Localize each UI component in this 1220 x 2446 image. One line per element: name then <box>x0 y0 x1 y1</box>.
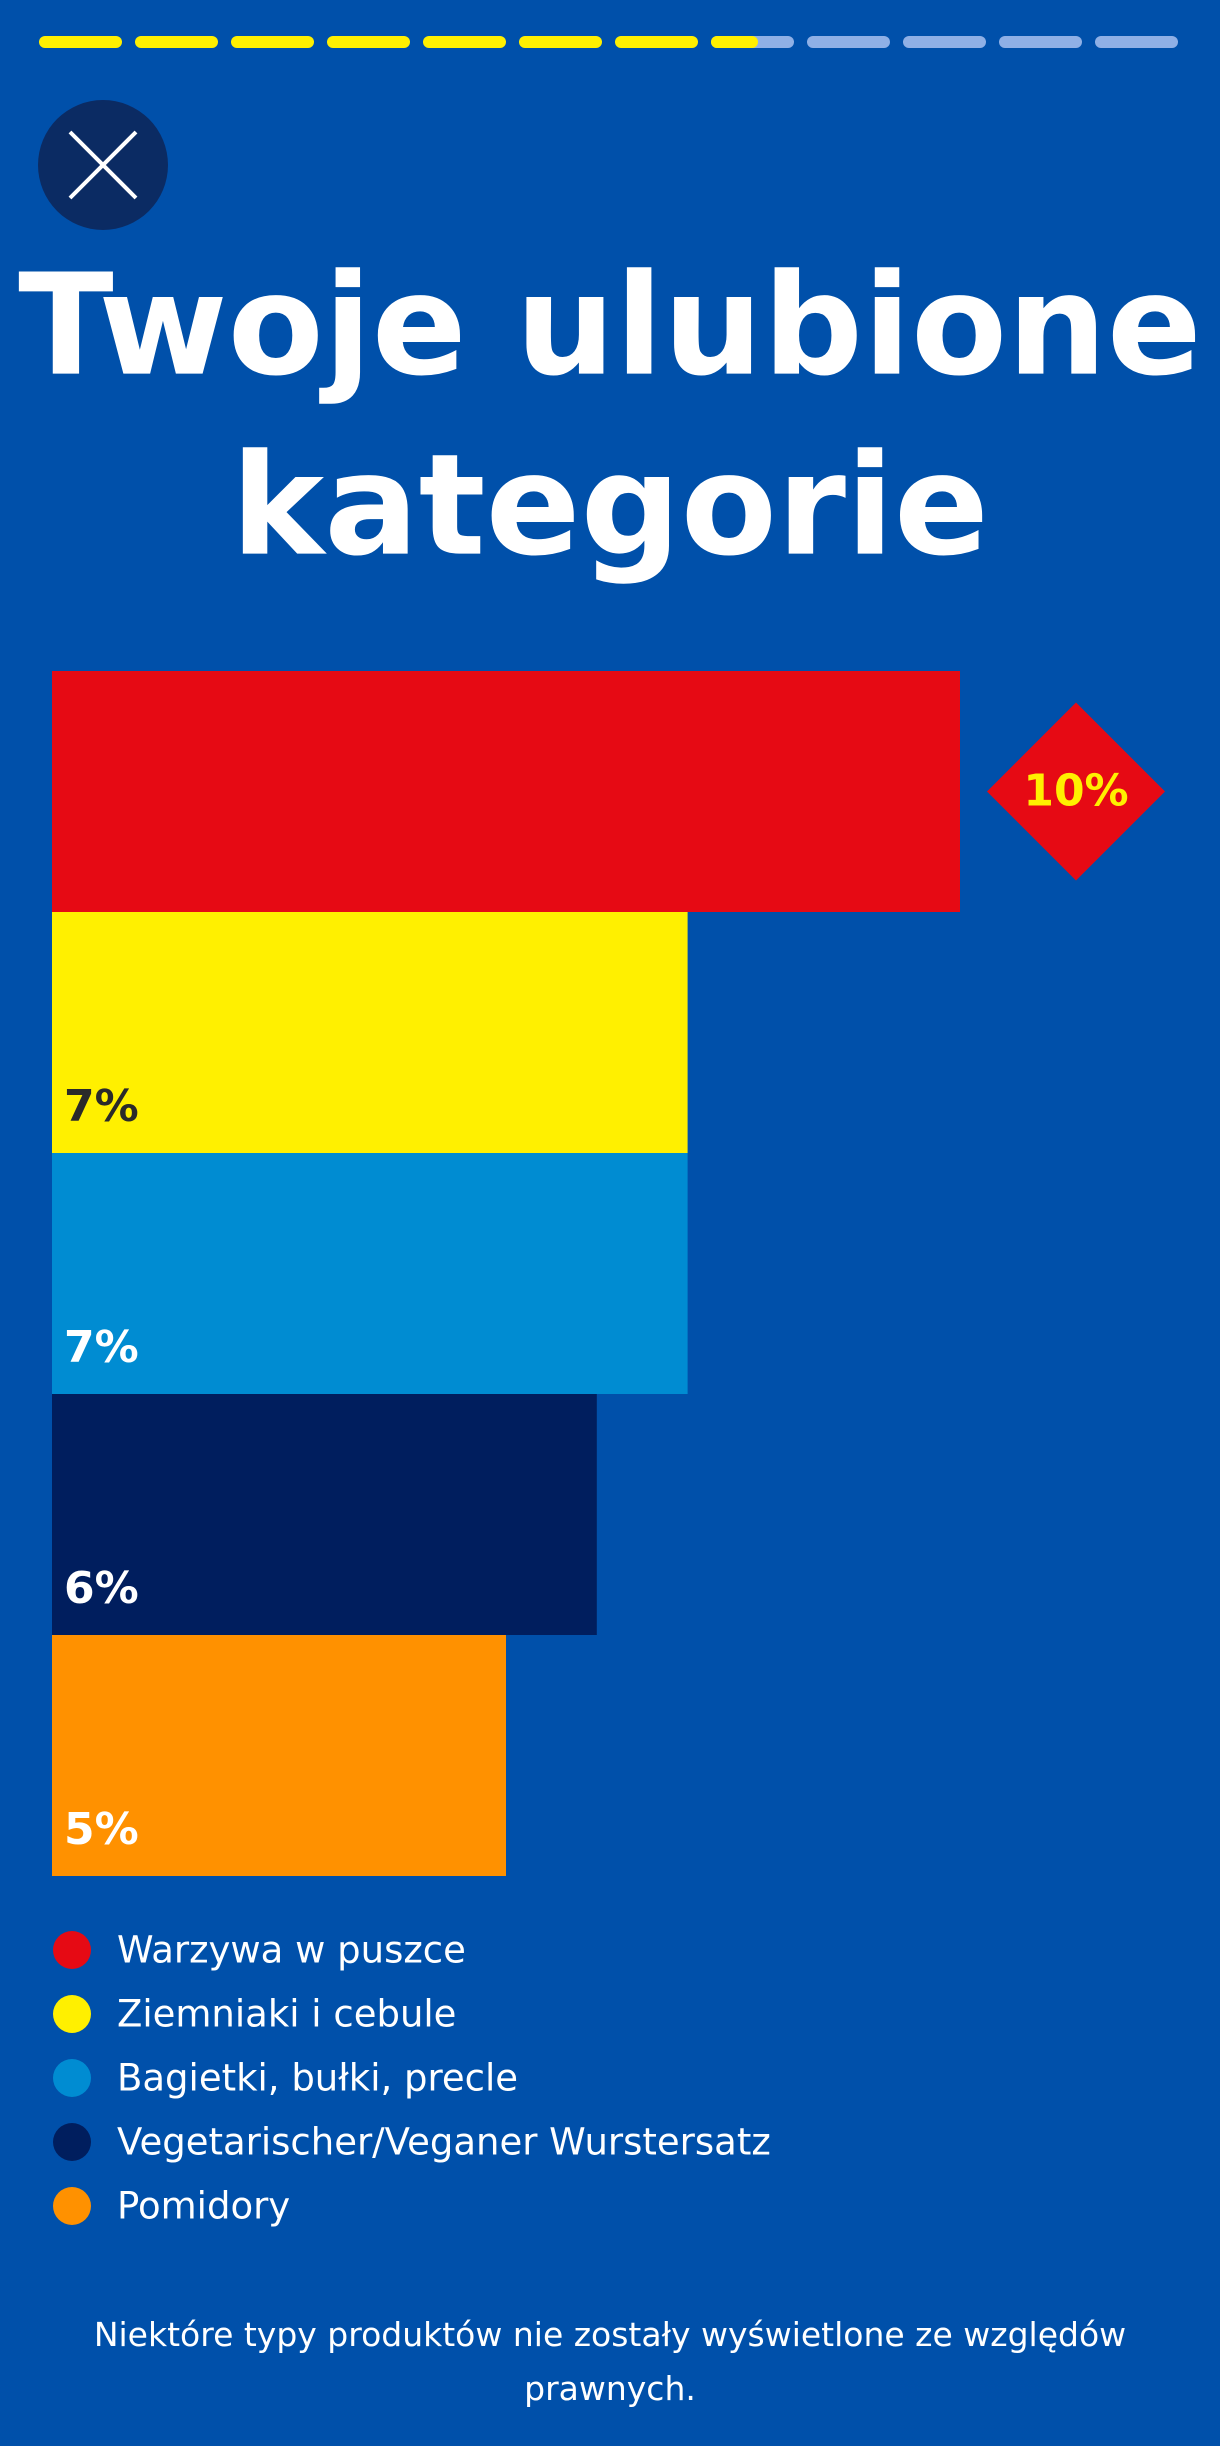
chart-title: Twoje ulubione <box>18 245 1202 408</box>
footnote: Niektóre typy produktów nie zostały wyśw… <box>93 2315 1127 2408</box>
value-label: 6% <box>64 1563 139 1614</box>
value-label: 5% <box>64 1804 139 1855</box>
value-label: 10% <box>1023 766 1128 817</box>
legend-label: Ziemniaki i cebule <box>117 1993 456 2036</box>
value-label: 7% <box>64 1322 139 1373</box>
legend-label: Warzywa w puszce <box>117 1929 466 1972</box>
bar <box>52 912 688 1153</box>
chart-title: kategorie <box>231 425 989 588</box>
bar <box>52 1635 506 1876</box>
legend-dot <box>53 1931 91 1969</box>
bar <box>52 1394 597 1635</box>
legend-label: Bagietki, bułki, precle <box>117 2057 518 2100</box>
bar <box>52 1153 688 1394</box>
legend-dot <box>53 2059 91 2097</box>
legend-label: Vegetarischer/Veganer Wurstersatz <box>117 2121 771 2164</box>
value-label: 7% <box>64 1081 139 1132</box>
legend-label: Pomidory <box>117 2185 290 2228</box>
legend-dot <box>53 2123 91 2161</box>
legend-dot <box>53 1995 91 2033</box>
value-badge <box>987 702 1165 881</box>
legend-dot <box>53 2187 91 2225</box>
close-button[interactable] <box>38 100 168 230</box>
bar <box>52 671 960 912</box>
